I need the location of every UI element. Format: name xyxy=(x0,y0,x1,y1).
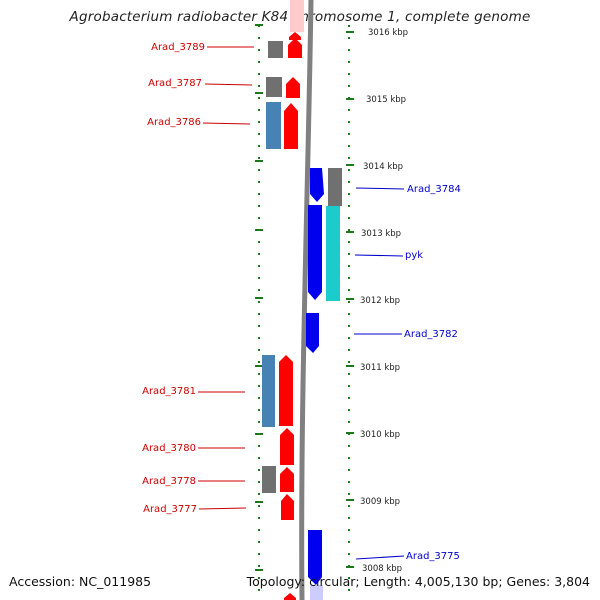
gene-label-right: Arad_3782 xyxy=(404,329,458,340)
red-cds-arrow xyxy=(288,38,302,58)
kbp-label: 3008 kbp xyxy=(362,564,402,574)
gene-label-left: Arad_3786 xyxy=(147,117,201,128)
callout-line xyxy=(198,507,247,510)
topology-text: Topology: circular; Length: 4,005,130 bp… xyxy=(246,574,590,589)
red-cds-arrow xyxy=(289,32,301,40)
red-cds-arrow xyxy=(279,355,293,426)
gene-label-right: pyk xyxy=(405,250,423,261)
red-cds-arrow xyxy=(284,103,298,149)
gray-gene xyxy=(268,41,283,58)
kbp-label: 3012 kbp xyxy=(360,296,400,306)
faded-blue-feature xyxy=(310,585,323,600)
callout-line xyxy=(204,83,253,86)
red-cds-arrow xyxy=(286,77,300,98)
callout-line xyxy=(355,187,405,190)
accession-text: Accession: NC_011985 xyxy=(9,574,152,589)
gene-label-left: Arad_3778 xyxy=(142,476,196,487)
faded-feature xyxy=(290,0,304,32)
gene-label-right: Arad_3784 xyxy=(407,184,461,195)
kbp-label: 3011 kbp xyxy=(360,363,400,373)
kbp-label: 3013 kbp xyxy=(361,229,401,239)
red-cds-arrow xyxy=(280,467,294,492)
blue-cds-arrow xyxy=(308,530,322,585)
gray-gene xyxy=(262,466,276,493)
gene-label-left: Arad_3787 xyxy=(148,78,202,89)
red-cds-arrow xyxy=(284,593,296,600)
callout-line xyxy=(354,254,404,257)
gene-label-left: Arad_3789 xyxy=(151,42,205,53)
gene-label-left: Arad_3780 xyxy=(142,443,196,454)
blue-cds-arrow xyxy=(306,313,319,353)
gray-gene xyxy=(266,77,282,97)
red-cds-arrow xyxy=(280,428,294,465)
gray-gene xyxy=(328,168,342,206)
red-cds-arrow xyxy=(281,494,294,520)
callout-line xyxy=(355,555,405,560)
gene-label-right: Arad_3775 xyxy=(406,551,460,562)
steelblue-gene xyxy=(266,102,281,149)
kbp-label: 3014 kbp xyxy=(363,162,403,172)
callout-line xyxy=(202,122,251,125)
kbp-label: 3010 kbp xyxy=(360,430,400,440)
kbp-label: 3015 kbp xyxy=(366,95,406,105)
kbp-label: 3016 kbp xyxy=(368,28,408,38)
gene-label-left: Arad_3781 xyxy=(142,386,196,397)
kbp-label: 3009 kbp xyxy=(360,497,400,507)
backbone-ring xyxy=(299,0,314,600)
blue-cds-arrow xyxy=(310,168,324,202)
blue-cds-arrow xyxy=(308,205,322,300)
cyan-gene xyxy=(326,206,340,301)
gene-label-left: Arad_3777 xyxy=(143,504,197,515)
steelblue-gene xyxy=(262,355,275,427)
